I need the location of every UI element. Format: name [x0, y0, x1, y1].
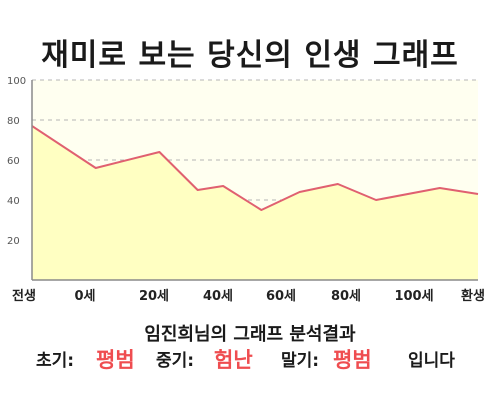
late-value: 평범 [333, 348, 372, 372]
series-line [31, 125, 479, 211]
life-graph-chart: 20 40 60 80 100 전생 0세 20세 40세 60세 80세 100세 환생 [7, 76, 485, 304]
x-tick-label: 환생 [461, 288, 485, 304]
page-title: 재미로 보는 당신의 인생 그래프 [41, 38, 459, 73]
y-tick-label: 40 [7, 196, 20, 207]
area-fill [32, 126, 478, 280]
result-heading: 임진희님의 그래프 분석결과 [144, 324, 356, 345]
y-tick-label: 100 [7, 76, 26, 87]
late-label: 말기: [281, 351, 320, 371]
x-tick-label: 전생 [12, 288, 36, 304]
x-tick-label: 20세 [139, 289, 169, 304]
y-tick-label: 80 [7, 116, 20, 127]
ending-text: 입니다 [408, 351, 455, 371]
early-label: 초기: [36, 351, 75, 371]
x-tick-label: 40세 [203, 289, 233, 304]
x-tick-label: 60세 [266, 289, 296, 304]
mid-value: 험난 [214, 348, 253, 372]
x-tick-label: 80세 [331, 289, 361, 304]
early-value: 평범 [96, 348, 135, 372]
y-tick-label: 20 [7, 236, 20, 247]
y-tick-label: 60 [7, 156, 20, 167]
mid-label: 중기: [156, 351, 195, 371]
x-tick-label: 0세 [74, 289, 95, 304]
x-tick-label: 100세 [394, 289, 433, 304]
